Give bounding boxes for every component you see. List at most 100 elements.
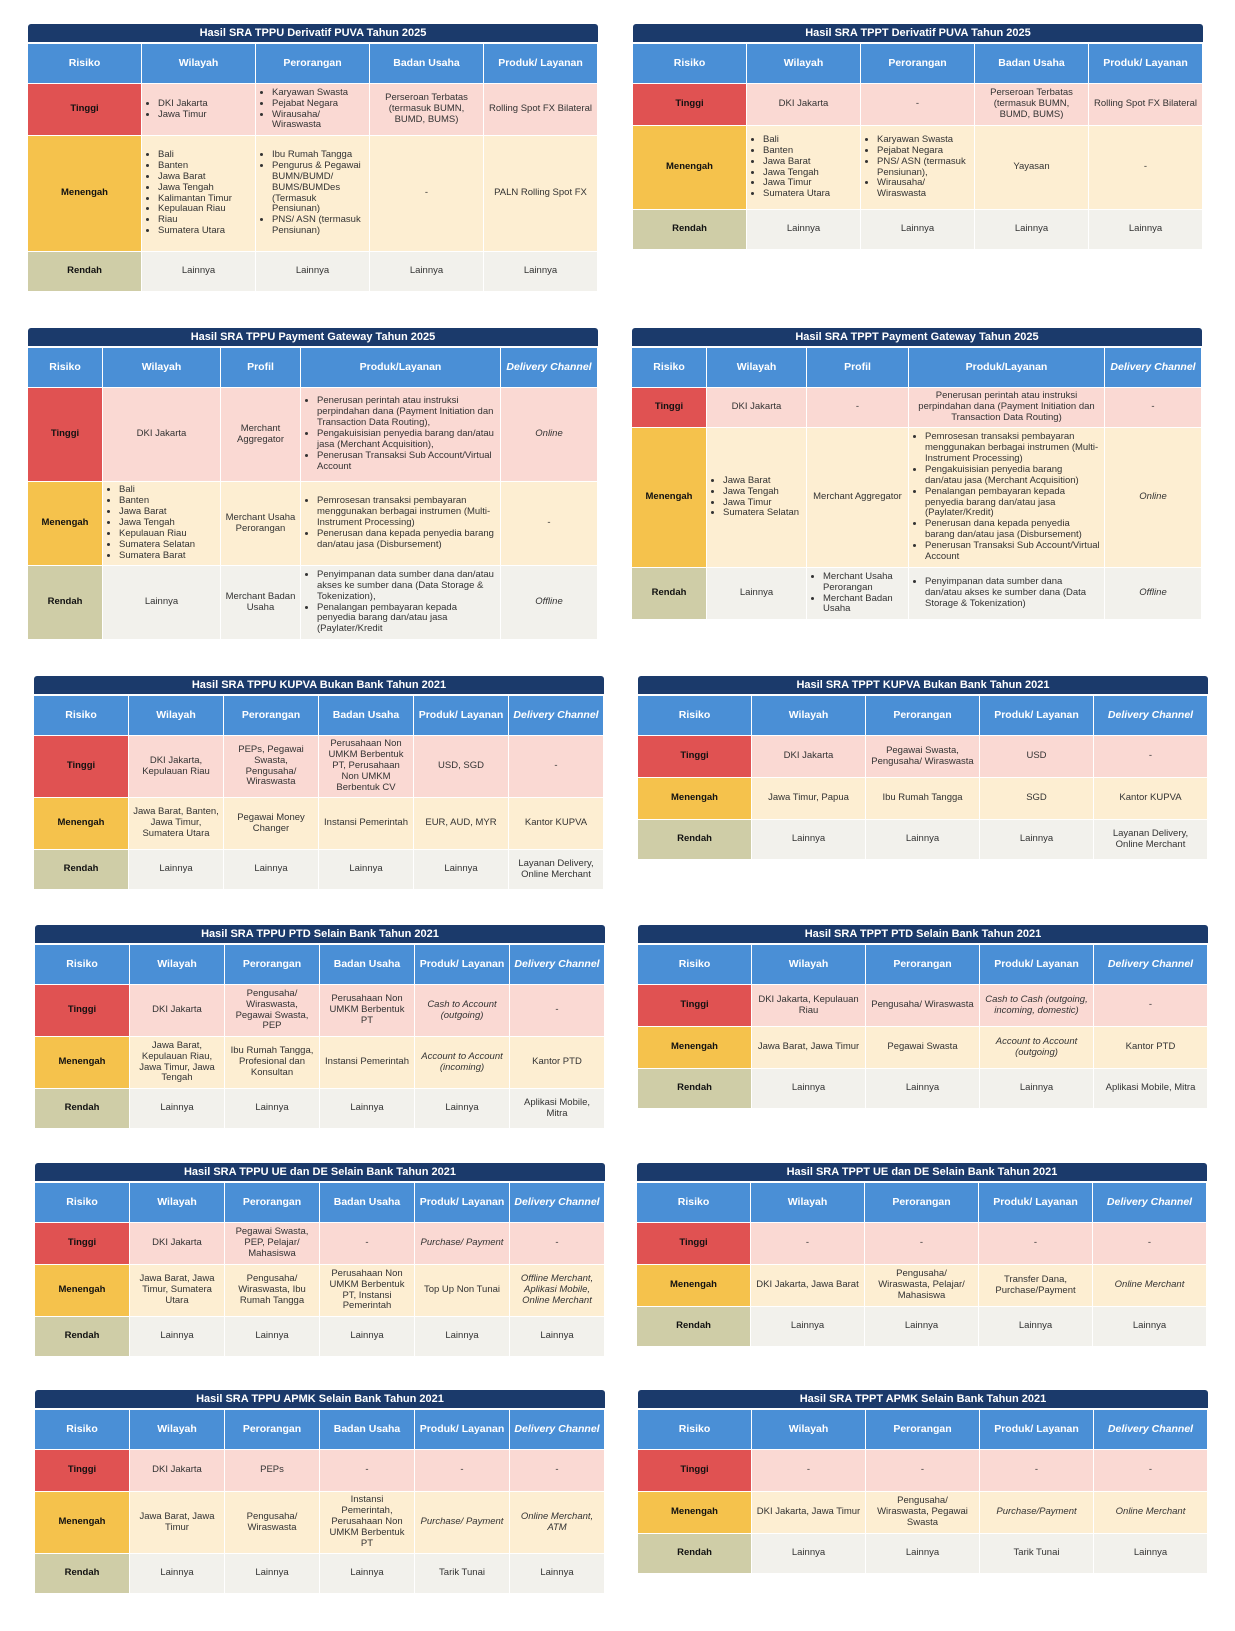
cell-bullet-item: Sumatera Selatan	[723, 507, 799, 519]
cell-bullet-item: Penyimpanan data sumber dana dan/atau ak…	[317, 569, 496, 603]
table-grid: Risiko Wilayah Perorangan Produk/ Layanan De…	[638, 945, 1208, 1109]
risk-table-hasil-sra-tppt-kupva-bukan-bank-tahun-2021: Hasil SRA TPPT KUPVA Bukan Bank Tahun 20…	[638, 676, 1208, 860]
column-header-perorangan: Perorangan	[861, 44, 975, 84]
column-header-risiko: Risiko	[638, 696, 752, 736]
cell-bullet-item: PNS/ ASN (termasuk Pensiunan)	[272, 214, 365, 237]
cell-bullet-item: Wirausaha/ Wiraswasta	[877, 177, 970, 200]
table-cell: Lainnya	[752, 1534, 866, 1574]
cell-bullet-list: Ibu Rumah TanggaPengurus & Pegawai BUMN/…	[260, 149, 365, 237]
column-header-delivery-channel: Delivery Channel	[1094, 945, 1208, 985]
cell-bullet-item: Ibu Rumah Tangga	[272, 149, 365, 161]
table-cell: Lainnya	[861, 210, 975, 250]
table-cell: Lainnya	[1089, 210, 1203, 250]
table-cell: -	[979, 1223, 1093, 1265]
column-header-produk-layanan: Produk/ Layanan	[980, 696, 1094, 736]
risk-level-label: Menengah	[638, 1492, 752, 1534]
table-cell: Lainnya	[130, 1089, 225, 1129]
risk-level-label: Menengah	[35, 1492, 130, 1554]
risk-level-label: Tinggi	[633, 84, 747, 126]
risk-table-hasil-sra-tppt-derivatif-puva-tahun-2025: Hasil SRA TPPT Derivatif PUVA Tahun 2025…	[633, 24, 1203, 250]
cell-bullet-item: Penerusan dana kepada penyedia barang da…	[925, 518, 1100, 541]
cell-bullet-item: Kepulauan Riau	[119, 528, 195, 540]
table-cell: Pengusaha/ Wiraswasta, Ibu Rumah Tangga	[225, 1265, 320, 1317]
table-cell: Lainnya	[510, 1554, 605, 1594]
cell-bullet-list: Penerusan perintah atau instruksi perpin…	[305, 395, 496, 473]
table-cell: Ibu Rumah Tangga, Profesional dan Konsul…	[225, 1037, 320, 1089]
column-header-delivery-channel: Delivery Channel	[1093, 1183, 1207, 1223]
table-cell: Purchase/ Payment	[415, 1223, 510, 1265]
table-cell: Lainnya	[320, 1317, 415, 1357]
risk-level-label: Rendah	[28, 252, 142, 292]
cell-bullet-item: Jawa Tengah	[119, 517, 195, 529]
table-grid: Risiko Wilayah Perorangan Badan Usaha Produk…	[34, 696, 604, 890]
column-header-produk-layanan: Produk/ Layanan	[415, 1410, 510, 1450]
table-cell: Lainnya	[484, 252, 598, 292]
table-title: Hasil SRA TPPT APMK Selain Bank Tahun 20…	[638, 1390, 1208, 1408]
cell-bullet-item: Merchant Badan Usaha	[823, 593, 904, 616]
column-header-produk-layanan: Produk/ Layanan	[414, 696, 509, 736]
column-header-delivery-channel: Delivery Channel	[509, 696, 604, 736]
table-cell: Perusahaan Non UMKM Berbentuk PT, Instan…	[320, 1265, 415, 1317]
table-cell: Lainnya	[370, 252, 484, 292]
cell-bullet-item: Penerusan Transaksi Sub Account/Virtual …	[317, 450, 496, 473]
risk-level-label: Rendah	[35, 1089, 130, 1129]
risk-table-hasil-sra-tppu-kupva-bukan-bank-tahun-2021: Hasil SRA TPPU KUPVA Bukan Bank Tahun 20…	[34, 676, 604, 890]
column-header-wilayah: Wilayah	[752, 1410, 866, 1450]
table-cell: DKI Jakarta, Kepulauan Riau	[129, 736, 224, 798]
table-cell: -	[866, 1450, 980, 1492]
table-cell: Online Merchant	[1094, 1492, 1208, 1534]
table-title: Hasil SRA TPPU PTD Selain Bank Tahun 202…	[35, 925, 605, 943]
table-cell: DKI Jakarta	[103, 388, 221, 482]
table-cell: Perusahaan Non UMKM Berbentuk PT	[320, 985, 415, 1037]
column-header-wilayah: Wilayah	[130, 945, 225, 985]
table-title: Hasil SRA TPPU Payment Gateway Tahun 202…	[28, 328, 598, 346]
table-cell: Ibu Rumah Tangga	[866, 778, 980, 820]
column-header-delivery-channel: Delivery Channel	[1105, 348, 1202, 388]
risk-level-label: Tinggi	[35, 1223, 130, 1265]
table-cell: USD	[980, 736, 1094, 778]
table-cell: Lainnya	[866, 1069, 980, 1109]
table-cell: Lainnya	[510, 1317, 605, 1357]
table-cell: -	[370, 136, 484, 252]
table-cell: Kantor PTD	[510, 1037, 605, 1089]
table-cell: Penerusan perintah atau instruksi perpin…	[301, 388, 501, 482]
column-header-wilayah: Wilayah	[752, 945, 866, 985]
column-header-produk-layanan: Produk/Layanan	[301, 348, 501, 388]
table-grid: Risiko Wilayah Perorangan Produk/ Layanan De…	[637, 1183, 1207, 1347]
risk-level-label: Rendah	[35, 1317, 130, 1357]
table-cell: Perseroan Terbatas (termasuk BUMN, BUMD,…	[370, 84, 484, 136]
column-header-wilayah: Wilayah	[751, 1183, 865, 1223]
column-header-produk-layanan: Produk/ Layanan	[980, 945, 1094, 985]
table-cell: Pegawai Money Changer	[224, 798, 319, 850]
table-cell: Lainnya	[752, 820, 866, 860]
table-cell: Instansi Pemerintah	[319, 798, 414, 850]
cell-bullet-list: BaliBantenJawa BaratJawa TengahKepulauan…	[107, 484, 195, 561]
table-cell: Perseroan Terbatas (termasuk BUMN, BUMD,…	[975, 84, 1089, 126]
table-cell: -	[509, 736, 604, 798]
table-cell: DKI JakartaJawa Timur	[142, 84, 256, 136]
table-cell: Lainnya	[752, 1069, 866, 1109]
table-cell: -	[1089, 126, 1203, 210]
column-header-wilayah: Wilayah	[142, 44, 256, 84]
cell-bullet-item: Karyawan Swasta	[272, 87, 365, 99]
column-header-wilayah: Wilayah	[707, 348, 807, 388]
table-cell: DKI Jakarta	[707, 388, 807, 428]
column-header-produk-layanan: Produk/ Layanan	[980, 1410, 1094, 1450]
cell-bullet-item: Pemrosesan transaksi pembayaran mengguna…	[317, 495, 496, 529]
column-header-risiko: Risiko	[28, 348, 103, 388]
table-cell: DKI Jakarta	[130, 1450, 225, 1492]
cell-bullet-item: Jawa Tengah	[158, 182, 232, 194]
column-header-badan-usaha: Badan Usaha	[320, 945, 415, 985]
table-cell: Lainnya	[103, 566, 221, 640]
cell-bullet-item: Bali	[158, 149, 232, 161]
risk-table-hasil-sra-tppu-ue-dan-de-selain-bank-tahun-2021: Hasil SRA TPPU UE dan DE Selain Bank Tah…	[35, 1163, 605, 1357]
table-cell: BaliBantenJawa BaratJawa TengahKepulauan…	[103, 482, 221, 566]
table-cell: PEPs	[225, 1450, 320, 1492]
table-grid: Risiko Wilayah Perorangan Badan Usaha Produk…	[633, 44, 1203, 250]
column-header-risiko: Risiko	[632, 348, 707, 388]
table-cell: -	[980, 1450, 1094, 1492]
column-header-wilayah: Wilayah	[103, 348, 221, 388]
column-header-risiko: Risiko	[35, 945, 130, 985]
table-cell: DKI Jakarta	[130, 985, 225, 1037]
cell-bullet-item: Sumatera Utara	[158, 225, 232, 237]
